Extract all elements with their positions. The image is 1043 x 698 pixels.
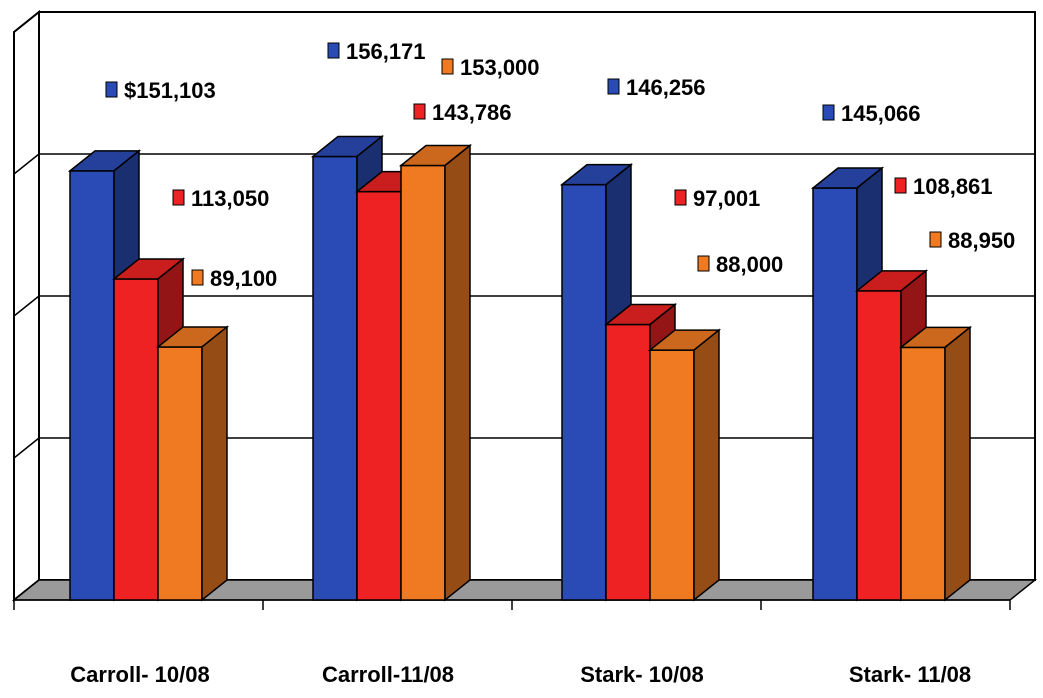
bar-front xyxy=(113,278,159,601)
category-label-3: Stark- 10/08 xyxy=(580,662,704,687)
label-marker xyxy=(894,177,907,194)
data-labels: $151,103 113,050 89,100 156,171 143,786 153,0… xyxy=(105,39,1015,291)
bar-front xyxy=(900,346,946,601)
label-marker xyxy=(105,81,118,98)
data-label: 88,950 xyxy=(948,228,1015,253)
bar-front xyxy=(157,346,203,601)
bar-front xyxy=(356,190,402,601)
gridline-side xyxy=(13,437,40,459)
gridline-side xyxy=(13,153,40,175)
bar-side xyxy=(944,325,971,602)
label-marker xyxy=(191,269,204,286)
data-label: 143,786 xyxy=(432,100,512,125)
label-marker xyxy=(413,103,426,120)
data-label: 156,171 xyxy=(346,39,426,64)
gridline-side xyxy=(13,11,40,33)
data-label: 89,100 xyxy=(210,266,277,291)
bar-side xyxy=(693,328,720,602)
label-marker xyxy=(697,255,710,272)
label-marker xyxy=(172,189,185,206)
data-label: 153,000 xyxy=(460,55,540,80)
label-marker xyxy=(674,189,687,206)
bar-front xyxy=(312,155,358,601)
label-marker xyxy=(607,78,620,95)
data-label: 146,256 xyxy=(626,75,706,100)
gridline-side xyxy=(13,295,40,317)
category-label-1: Carroll- 10/08 xyxy=(70,662,210,687)
data-label: 88,000 xyxy=(716,252,783,277)
category-label-4: Stark- 11/08 xyxy=(848,662,972,687)
category-label-2: Carroll-11/08 xyxy=(321,662,455,687)
bar-front xyxy=(561,183,607,601)
data-label: 108,861 xyxy=(913,174,993,199)
label-marker xyxy=(822,104,835,121)
bar-front xyxy=(649,349,695,601)
data-label: 97,001 xyxy=(693,186,760,211)
label-marker xyxy=(327,42,340,59)
bar-front xyxy=(400,164,446,601)
data-label: 113,050 xyxy=(191,186,269,211)
data-label: $151,103 xyxy=(124,78,216,103)
bars xyxy=(67,134,973,602)
bar-front xyxy=(69,170,115,601)
bar-side xyxy=(201,325,228,602)
label-marker xyxy=(929,231,942,248)
bar-front xyxy=(856,290,902,601)
label-marker xyxy=(441,58,454,75)
bar-side xyxy=(444,143,471,602)
bar-front xyxy=(812,187,858,601)
bar-front xyxy=(605,323,651,601)
data-label: 145,066 xyxy=(841,101,921,126)
